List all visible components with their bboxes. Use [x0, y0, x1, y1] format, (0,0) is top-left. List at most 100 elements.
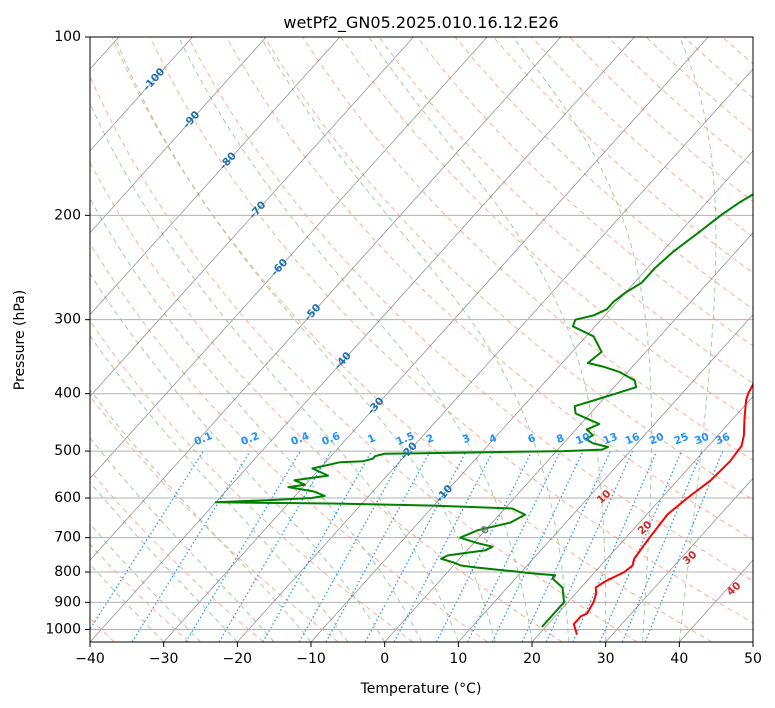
moist-adiabat-line [90, 523, 201, 642]
mixing-ratio-label: 25 [672, 431, 690, 448]
chart-title: wetPf2_GN05.2025.010.16.12.E26 [283, 13, 558, 33]
moist-adiabat-line [90, 563, 165, 642]
dry-adiabat-line [90, 161, 563, 642]
mixing-ratio-line [521, 450, 611, 642]
y-tick-label: 700 [54, 530, 81, 546]
mixing-ratio-label: 13 [601, 431, 619, 448]
mixing-ratio-line [131, 450, 251, 642]
dry-adiabat-line [645, 37, 753, 133]
x-tick-label: −10 [296, 651, 326, 667]
mixing-ratio-label: 2 [425, 432, 436, 446]
mixing-ratio-line [90, 450, 204, 631]
isotherm-line [605, 477, 753, 642]
y-tick-label: 200 [54, 207, 81, 223]
moist-adiabat-line [90, 437, 275, 642]
moist-adiabat-line [90, 197, 422, 642]
sounding-series [214, 193, 753, 635]
x-tick-label: −30 [149, 651, 179, 667]
isotherm-line [531, 395, 753, 642]
dry-adiabat-line [531, 37, 753, 238]
y-tick-label: 100 [54, 29, 81, 45]
dry-adiabat-line [454, 37, 753, 310]
mixing-ratio-label: 0.6 [320, 430, 342, 448]
isotherm-line [90, 37, 267, 234]
isotherm-line [90, 37, 562, 561]
moist-adiabat-line [114, 37, 496, 642]
moist-adiabat-line [678, 37, 717, 642]
mixing-ratio-label: 6 [526, 432, 537, 446]
x-tick-label: 0 [380, 651, 389, 667]
moist-adiabat-line [90, 334, 349, 642]
dry-adiabat-line [111, 37, 712, 642]
x-axis-ticks: −40 −30 −20 −10 0 10 20 30 40 50 [75, 642, 762, 667]
background-lines [90, 37, 775, 642]
y-tick-label: 400 [54, 386, 81, 402]
moist-adiabat-line [90, 102, 459, 642]
mixing-ratio-line [466, 450, 561, 642]
y-tick-label: 900 [54, 594, 81, 610]
mixing-ratio-line [545, 450, 634, 642]
mixing-ratio-line [491, 450, 584, 642]
isotherm-line [752, 641, 753, 642]
isotherm-line [458, 314, 753, 642]
dry-adiabat-line [90, 469, 264, 642]
x-tick-label: 20 [523, 651, 541, 667]
y-axis-title: Pressure (hPa) [12, 290, 28, 390]
isotherm-label: -50 [302, 302, 324, 324]
dry-adiabat-line [149, 37, 753, 624]
mixing-ratio-label: 30 [693, 431, 711, 448]
isotherm-label: -30 [365, 395, 387, 417]
dry-adiabat-label: 30 [681, 549, 700, 568]
mixing-ratio-label: 0.4 [289, 430, 311, 448]
dry-adiabat-line [378, 37, 753, 385]
isotherm-line [90, 37, 488, 479]
dry-adiabat-line [187, 37, 753, 582]
isotherm-label: -90 [181, 109, 203, 131]
dry-adiabat-line [90, 395, 339, 642]
x-tick-label: −40 [75, 651, 105, 667]
isotherm-line [90, 37, 635, 642]
dewpoint-line [214, 193, 753, 628]
mixing-ratio-label: 0.2 [239, 430, 261, 448]
mixing-ratio-line [185, 450, 301, 642]
isotherm-label: -80 [217, 150, 239, 172]
y-tick-label: 800 [54, 564, 81, 580]
dry-adiabat-label: 10 [595, 488, 614, 507]
x-tick-label: 50 [744, 651, 762, 667]
isotherm-line [90, 37, 193, 152]
isotherm-label: -40 [332, 350, 354, 372]
isotherm-line [237, 68, 753, 642]
plot-frame [89, 36, 754, 643]
mixing-ratio-line [262, 450, 373, 642]
moist-adiabat-line [90, 481, 238, 642]
mixing-ratio-label: 3 [461, 432, 472, 446]
mixing-ratio-line [599, 450, 682, 642]
isotherm-line [384, 232, 753, 642]
moist-adiabat-line [178, 37, 533, 642]
mixing-ratio-line [218, 450, 332, 642]
dry-adiabat-line [761, 37, 775, 642]
dry-adiabat-line [264, 37, 753, 501]
dry-adiabat-label: 40 [725, 580, 744, 599]
moist-adiabat-line [260, 37, 570, 642]
dry-adiabat-line [90, 75, 638, 642]
mixing-ratio-label: 20 [648, 431, 666, 448]
x-tick-label: 30 [597, 651, 615, 667]
isotherm-line [163, 37, 709, 642]
isotherm-label: -100 [141, 66, 168, 94]
y-tick-label: 1000 [45, 621, 81, 637]
mixing-ratio-label: 8 [555, 432, 566, 446]
x-tick-label: 40 [670, 651, 688, 667]
isotherm-label: -70 [247, 199, 269, 221]
x-axis-title: Temperature (°C) [360, 681, 482, 697]
y-axis-ticks: 100 200 300 400 500 600 700 800 900 1000 [45, 29, 90, 637]
dry-adiabat-line [416, 37, 753, 347]
y-tick-label: 600 [54, 490, 81, 506]
mixing-ratio-labels: 0.1 0.2 0.4 0.6 1 1.5 2 3 4 6 8 10 13 16 20 25 30 36 [192, 430, 731, 448]
moist-adiabat-line [90, 272, 386, 642]
mixing-ratio-label: 4 [487, 432, 498, 446]
isotherm-line [310, 150, 753, 642]
mixing-ratio-line [325, 450, 431, 642]
mixing-ratio-label: 1 [366, 432, 377, 446]
